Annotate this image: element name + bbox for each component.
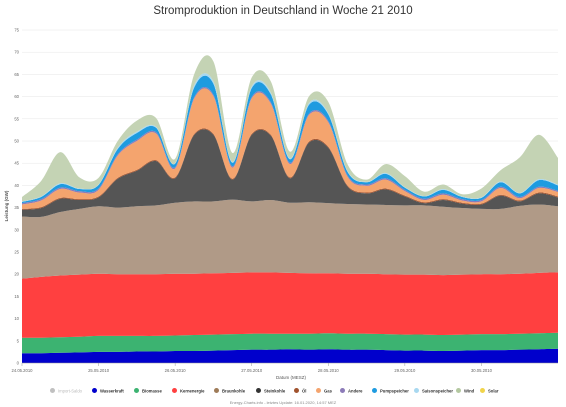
legend-marker-icon <box>50 388 55 394</box>
legend-item[interactable]: Steinkohle <box>256 382 286 394</box>
y-tick-label: 20 <box>14 272 19 277</box>
legend-marker-icon <box>92 388 97 394</box>
y-tick-label: 15 <box>14 294 19 299</box>
legend-label: Solar <box>488 388 499 394</box>
x-tick-label: 26.05.2010 <box>165 368 187 373</box>
area-wind[interactable] <box>22 55 558 202</box>
area-wasserkraft[interactable] <box>22 348 558 363</box>
legend-marker-icon <box>316 388 321 394</box>
y-tick-label: 65 <box>14 72 19 77</box>
legend: Import-Saldo Wasserkraft Biomasse Kernenerg… <box>50 382 530 394</box>
legend-marker-icon <box>214 388 219 394</box>
x-tick-label: 28.05.2010 <box>318 368 340 373</box>
y-tick-label: 75 <box>14 28 19 33</box>
y-axis-label: Leistung (GW) <box>4 190 9 221</box>
y-tick-label: 55 <box>14 116 19 121</box>
x-axis-label: Datum (MESZ) <box>276 375 307 380</box>
legend-item[interactable]: Biomasse <box>134 382 162 394</box>
y-tick-label: 35 <box>14 205 19 210</box>
stacked-areas <box>22 55 558 363</box>
y-tick-label: 50 <box>14 139 19 144</box>
legend-marker-icon <box>340 388 345 394</box>
legend-label: Steinkohle <box>264 388 286 394</box>
y-tick-label: 40 <box>14 183 19 188</box>
y-tick-label: 10 <box>14 316 19 321</box>
legend-label: Andere <box>348 388 363 394</box>
x-tick-label: 27.05.2010 <box>241 368 263 373</box>
area-steinkohle[interactable] <box>22 129 558 218</box>
legend-item[interactable]: Solar <box>480 382 499 394</box>
y-tick-label: 70 <box>14 50 19 55</box>
area-pumpspeicher[interactable] <box>22 75 558 204</box>
y-tick-label: 60 <box>14 94 19 99</box>
legend-item[interactable]: Braunkohle <box>214 382 246 394</box>
legend-label: Biomasse <box>142 388 162 394</box>
legend-marker-icon <box>134 388 139 394</box>
legend-item[interactable]: Saisonspeicher <box>414 382 453 394</box>
x-tick-label: 24.05.2010 <box>12 368 34 373</box>
legend-marker-icon <box>372 388 377 394</box>
area-kernenergie[interactable] <box>22 272 558 338</box>
x-tick-label: 25.05.2010 <box>88 368 110 373</box>
area-saisonspeicher[interactable] <box>22 73 558 202</box>
legend-item[interactable]: Kernenergie <box>172 382 205 394</box>
legend-label: Saisonspeicher <box>422 388 453 394</box>
legend-label: Gas <box>324 388 332 394</box>
x-tick-label: 29.05.2010 <box>394 368 416 373</box>
legend-label: Öl <box>302 388 307 394</box>
legend-label: Pumpspeicher <box>380 388 409 394</box>
area-braunkohle[interactable] <box>22 199 558 279</box>
legend-label: Wind <box>464 388 475 394</box>
legend-marker-icon <box>172 388 177 394</box>
legend-item[interactable]: Gas <box>316 382 332 394</box>
legend-label: Import-Saldo <box>58 388 82 394</box>
y-tick-label: 25 <box>14 250 19 255</box>
legend-item[interactable]: Öl <box>294 382 307 394</box>
x-tick-label: 30.05.2010 <box>471 368 493 373</box>
area-gas[interactable] <box>22 88 558 209</box>
y-tick-label: 5 <box>17 338 20 343</box>
y-tick-label: 30 <box>14 227 19 232</box>
area-biomasse[interactable] <box>22 332 558 354</box>
legend-label: Kernenergie <box>180 388 205 394</box>
x-axis-ticks: 24.05.2010 25.05.2010 26.05.2010 27.05.2010… <box>12 363 493 373</box>
legend-item[interactable]: Wasserkraft <box>92 382 124 394</box>
legend-marker-icon <box>480 388 485 394</box>
legend-marker-icon <box>456 388 461 394</box>
legend-label: Wasserkraft <box>100 388 124 394</box>
chart-title: Stromproduktion in Deutschland in Woche … <box>153 5 413 17</box>
legend-label: Braunkohle <box>222 388 246 394</box>
legend-marker-icon <box>414 388 419 394</box>
legend-item[interactable]: Pumpspeicher <box>372 382 409 394</box>
legend-item[interactable]: Import-Saldo <box>50 382 82 394</box>
legend-item[interactable]: Andere <box>340 382 363 394</box>
legend-item[interactable]: Wind <box>456 382 475 394</box>
legend-marker-icon <box>256 388 261 394</box>
y-axis-ticks: 0 5 10 15 20 25 30 35 40 45 50 55 60 65 70 75 <box>14 28 19 366</box>
y-tick-label: 0 <box>17 361 20 366</box>
y-tick-label: 45 <box>14 161 19 166</box>
credits-text[interactable]: Energy-Charts.info - letztes Update: 16.… <box>229 400 337 405</box>
legend-marker-icon <box>294 388 299 394</box>
